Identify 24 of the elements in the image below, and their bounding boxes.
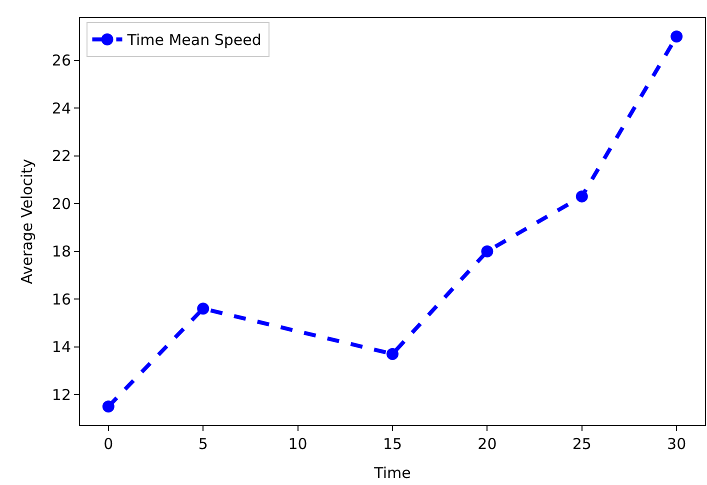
point	[102, 400, 114, 412]
y-tick-label: 16	[52, 290, 71, 308]
x-tick-label: 5	[198, 435, 208, 453]
x-tick-label: 25	[572, 435, 592, 453]
x-tick-label: 30	[667, 435, 686, 453]
point	[670, 30, 683, 42]
y-tick-label: 18	[52, 242, 71, 261]
y-axis-title: Average Velocity	[18, 158, 36, 284]
x-tick-label: 15	[382, 435, 402, 453]
point	[576, 190, 588, 202]
point	[386, 348, 398, 360]
y-tick-label: 14	[52, 338, 71, 356]
y-tick-label: 24	[52, 99, 71, 118]
y-tick-label: 20	[52, 194, 71, 213]
x-axis-title: Time	[373, 464, 411, 482]
x-tick-label: 20	[478, 435, 497, 453]
y-tick-label: 12	[52, 386, 71, 404]
y-tick-label: 22	[52, 147, 71, 166]
point	[481, 245, 494, 258]
legend-label: Time Mean Speed	[126, 31, 262, 50]
point	[197, 302, 210, 315]
x-tick-label: 10	[288, 435, 308, 453]
y-tick-label: 26	[52, 52, 71, 70]
x-tick-label: 0	[104, 435, 114, 453]
